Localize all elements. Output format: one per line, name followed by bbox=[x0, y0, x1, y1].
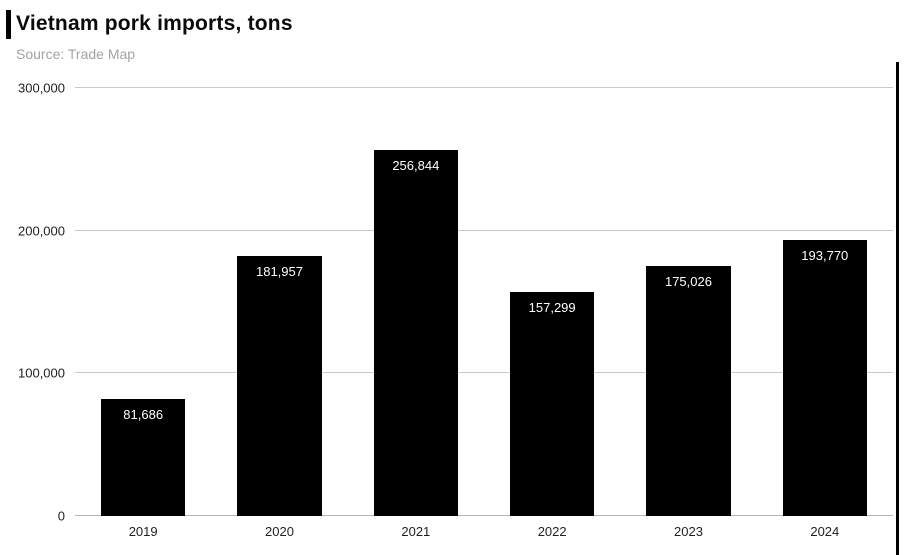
gridline-100,000 bbox=[75, 372, 893, 374]
bar-2022: 157,299 bbox=[509, 291, 595, 516]
y-axis-tick-label-0: 0 bbox=[57, 508, 65, 524]
x-axis-label-2022: 2022 bbox=[537, 524, 567, 539]
bar-2019: 81,686 bbox=[100, 399, 186, 516]
bar-chart-plot-area: 81,686 181,957 256,844 157,299 175,026 193,77… bbox=[18, 81, 893, 524]
gridline-0 bbox=[75, 515, 893, 516]
bar-slot-2023: 175,026 bbox=[620, 88, 756, 516]
left-edge-crop-mark bbox=[6, 10, 11, 39]
bars-container: 81,686 181,957 256,844 157,299 175,026 193,77… bbox=[75, 88, 893, 516]
bar-2024: 193,770 bbox=[782, 239, 868, 516]
y-axis-tick-label-300,000: 300,000 bbox=[18, 80, 65, 96]
bar-2021: 256,844 bbox=[373, 149, 459, 516]
x-axis-label-2020: 2020 bbox=[265, 524, 294, 539]
x-axis-label-2024: 2024 bbox=[810, 524, 840, 539]
gridline-300,000 bbox=[75, 87, 893, 88]
x-axis-label-2023: 2023 bbox=[674, 524, 703, 539]
right-edge-crop-line bbox=[896, 62, 899, 555]
bar-value-label-2021: 256,844 bbox=[392, 157, 440, 173]
bar-slot-2024: 193,770 bbox=[757, 88, 893, 516]
bar-slot-2021: 256,844 bbox=[348, 88, 484, 516]
bar-2020: 181,957 bbox=[237, 256, 322, 516]
bar-slot-2019: 81,686 bbox=[75, 88, 211, 516]
bar-2023: 175,026 bbox=[646, 266, 731, 516]
bar-slot-2020: 181,957 bbox=[211, 88, 347, 516]
bar-value-label-2022: 157,299 bbox=[528, 299, 576, 315]
bar-slot-2022: 157,299 bbox=[484, 88, 620, 516]
bar-value-label-2020: 181,957 bbox=[255, 264, 303, 280]
x-axis: 2019 2020 2021 2022 2023 2024 bbox=[75, 524, 893, 539]
x-axis-label-2021: 2021 bbox=[401, 524, 431, 539]
chart-source: Source: Trade Map bbox=[16, 46, 136, 62]
bar-value-label-2024: 193,770 bbox=[801, 247, 849, 263]
y-axis-tick-label-200,000: 200,000 bbox=[18, 223, 65, 239]
gridline-200,000 bbox=[75, 229, 893, 231]
bar-value-label-2019: 81,686 bbox=[123, 407, 164, 423]
chart-title: Vietnam pork imports, tons bbox=[16, 12, 293, 35]
y-axis-tick-label-100,000: 100,000 bbox=[18, 365, 65, 381]
x-axis-label-2019: 2019 bbox=[128, 524, 158, 539]
bar-value-label-2023: 175,026 bbox=[664, 274, 712, 290]
